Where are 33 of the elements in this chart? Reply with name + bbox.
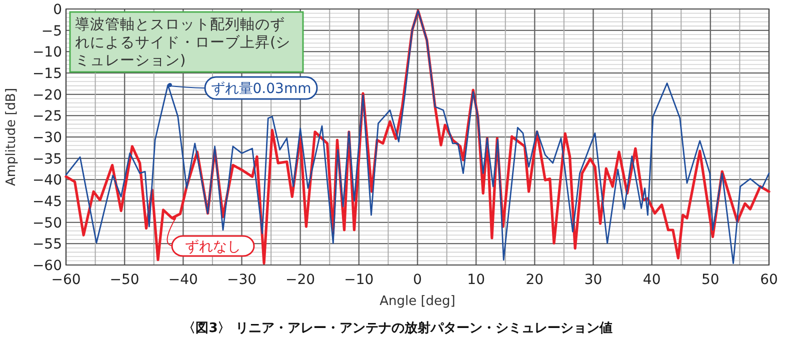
x-tick-label: 60 xyxy=(760,272,778,288)
x-tick-label: −20 xyxy=(286,272,316,288)
x-tick-label: −30 xyxy=(226,272,257,288)
text: 〈図3〉 リニア・アレー・アンテナの放射パターン・シミュレーション値 xyxy=(182,321,612,336)
x-tick-label: 20 xyxy=(526,272,544,288)
y-tick-label: −45 xyxy=(32,194,62,210)
x-axis-title: Angle [deg] xyxy=(380,294,456,309)
x-tick-label: 30 xyxy=(584,272,602,288)
series-label: ずれなし xyxy=(185,239,241,255)
y-tick-label: −55 xyxy=(32,236,62,253)
y-tick-label: 0 xyxy=(53,2,62,18)
x-tick-label: −40 xyxy=(168,272,198,288)
y-tick-label: −35 xyxy=(32,151,62,168)
x-tick-label: −60 xyxy=(51,272,81,288)
annotation: 導波管軸とスロット配列軸のずれによるサイド・ローブ上昇(シミュレーション) xyxy=(69,11,304,73)
x-tick-label: 50 xyxy=(702,272,720,288)
y-tick-label: −30 xyxy=(32,130,62,146)
legend-label: ずれ量0.03mm xyxy=(210,81,312,97)
y-tick-label: −10 xyxy=(32,44,62,61)
y-axis-title: Amplitude [dB] xyxy=(4,88,19,186)
x-tick-label: −10 xyxy=(344,272,374,288)
annotation: 導波管軸とスロット配列軸のずれによるサイド・ローブ上昇(シミュレーション) xyxy=(75,16,291,69)
x-tick-label: −50 xyxy=(110,272,140,288)
y-tick-label: −60 xyxy=(32,258,62,274)
x-tick-label: 0 xyxy=(413,272,422,288)
y-tick-label: −20 xyxy=(32,87,62,104)
y-tick-label: −5 xyxy=(41,23,62,40)
y-tick-label: −15 xyxy=(32,66,62,82)
x-tick-label: 10 xyxy=(467,272,485,288)
y-tick-label: −25 xyxy=(32,108,62,125)
y-tick-label: −50 xyxy=(32,215,62,232)
x-tick-label: 40 xyxy=(642,272,661,288)
y-tick-label: −40 xyxy=(32,172,62,189)
